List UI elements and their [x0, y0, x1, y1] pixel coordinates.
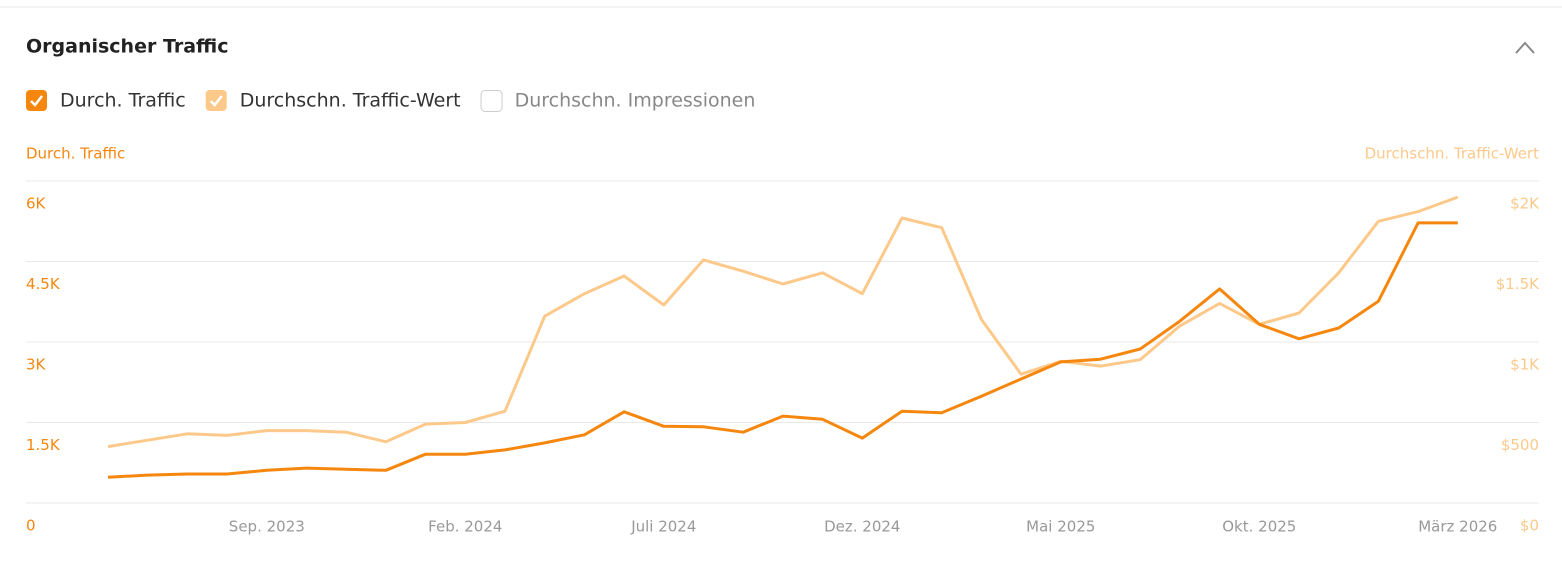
checkbox[interactable]	[205, 90, 227, 111]
y-tick-label: 6K	[26, 195, 47, 213]
y-tick-label: 3K	[26, 356, 47, 374]
y2-tick-label: $0	[1520, 517, 1539, 535]
y-tick-label: 0	[26, 517, 36, 535]
y-tick-label: 4.5K	[26, 275, 61, 293]
y2-axis-title: Durchschn. Traffic-Wert	[1365, 145, 1539, 163]
x-tick-label: Juli 2024	[630, 518, 696, 536]
legend-label[interactable]: Durchschn. Impressionen	[515, 90, 756, 112]
x-tick-label: Dez. 2024	[824, 518, 900, 536]
x-tick-label: Mai 2025	[1026, 518, 1095, 536]
chart-title: Organischer Traffic	[26, 36, 228, 58]
y2-tick-label: $500	[1501, 436, 1539, 454]
x-tick-label: Okt. 2025	[1222, 518, 1296, 536]
x-tick-label: Feb. 2024	[428, 518, 502, 536]
collapse-chevron[interactable]	[1515, 41, 1535, 54]
x-tick-label: Sep. 2023	[229, 518, 305, 536]
series-line	[107, 195, 1459, 449]
y2-tick-label: $1.5K	[1496, 275, 1540, 293]
checkmark[interactable]	[30, 95, 43, 107]
checkmark[interactable]	[209, 95, 223, 107]
checkbox[interactable]	[480, 90, 503, 112]
series-line	[107, 221, 1458, 479]
y2-tick-label: $1K	[1510, 356, 1540, 374]
y2-tick-label: $2K	[1510, 195, 1540, 213]
legend-label[interactable]: Durch. Traffic	[60, 90, 186, 112]
y-axis-title: Durch. Traffic	[26, 145, 125, 163]
checkbox[interactable]	[26, 90, 47, 111]
y-tick-label: 1.5K	[26, 436, 61, 454]
legend-label[interactable]: Durchschn. Traffic-Wert	[240, 90, 461, 112]
x-tick-label: März 2026	[1418, 518, 1497, 536]
